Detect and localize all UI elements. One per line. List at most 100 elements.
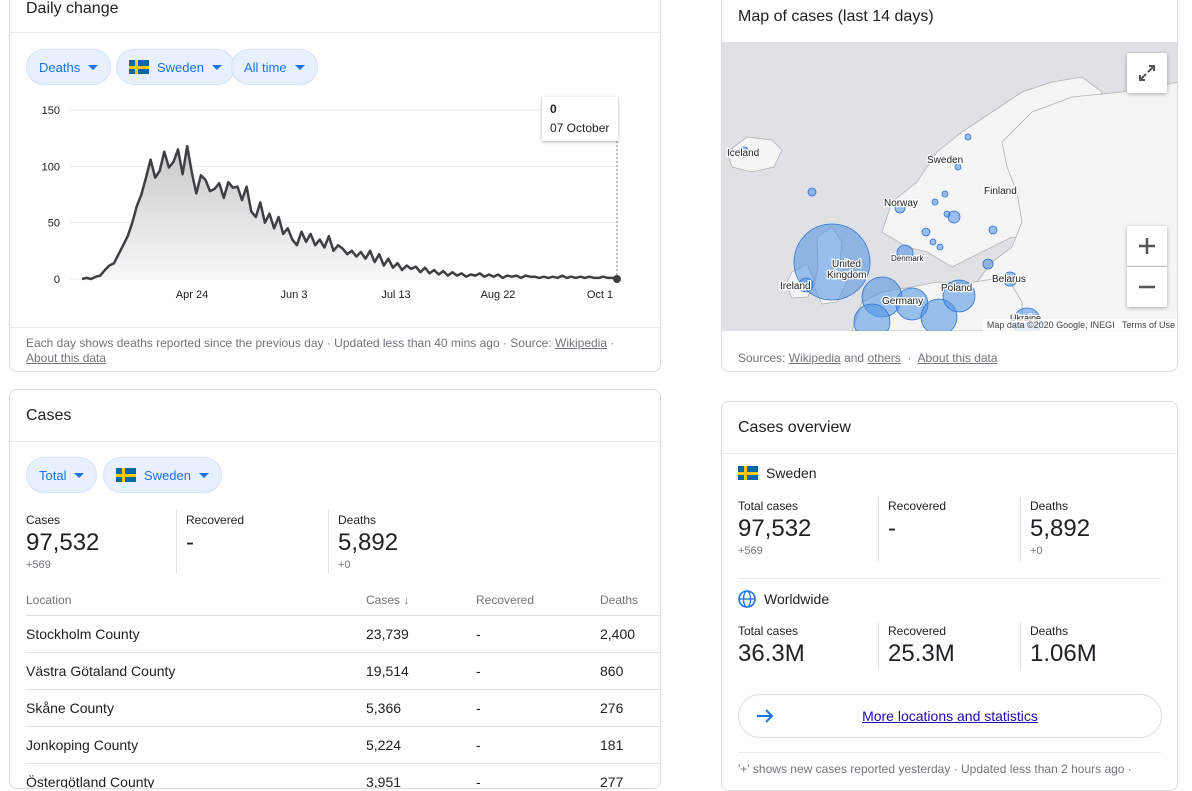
caret-down-icon	[74, 472, 85, 478]
recovered-label: Recovered	[888, 624, 947, 638]
overview-title: Cases overview	[738, 419, 851, 436]
map-label-finland: Finland	[984, 186, 1017, 197]
divider	[1020, 622, 1021, 670]
poland-case-bubble	[942, 279, 976, 313]
location-table: Location Cases ↓ Recovered Deaths Stockh…	[26, 585, 660, 788]
location-header[interactable]: Location	[26, 585, 366, 616]
map-attribution: Map data ©2020 Google, INEGI Terms of Us…	[982, 319, 1177, 331]
divider	[722, 453, 1177, 454]
cases-header[interactable]: Cases ↓	[366, 585, 476, 616]
about-data-link[interactable]: About this data	[26, 351, 107, 365]
country-chip[interactable]: Sweden	[116, 49, 235, 85]
about-data-link[interactable]: About this data	[917, 351, 998, 365]
sweden-case-bubble	[921, 227, 931, 237]
sweden-recovered-stat: Recovered -	[888, 499, 946, 543]
country-chip-label: Sweden	[157, 59, 204, 75]
uk-case-bubble	[793, 223, 871, 301]
cell-cases: 23,739	[366, 615, 476, 653]
attribution-text: Map data ©2020 Google, INEGI	[986, 320, 1115, 330]
france-case-bubble	[853, 303, 891, 331]
fullscreen-button[interactable]	[1127, 53, 1167, 93]
map-title: Map of cases (last 14 days)	[738, 8, 934, 25]
deaths-label: Deaths	[1030, 499, 1069, 513]
belarus-case-bubble	[1002, 271, 1018, 287]
footer-sep: ·	[907, 351, 912, 365]
cell-location: Östergötland County	[26, 763, 366, 788]
minus-icon	[1139, 285, 1155, 289]
more-locations-link[interactable]: More locations and statistics	[862, 708, 1038, 724]
recovered-label: Recovered	[186, 513, 245, 527]
cases-label: Cases	[26, 513, 61, 527]
table-header-row: Location Cases ↓ Recovered Deaths	[26, 585, 660, 616]
deaths-header[interactable]: Deaths	[600, 585, 660, 616]
range-chip-label: All time	[244, 59, 287, 75]
sweden-case-bubble	[931, 198, 939, 206]
footer-sep: ·	[610, 336, 615, 350]
wikipedia-link[interactable]: Wikipedia	[555, 336, 608, 350]
x-tick-label: Jul 13	[381, 289, 410, 301]
total-chip[interactable]: Total	[26, 457, 98, 493]
terms-link[interactable]: Terms of Use	[1121, 320, 1175, 330]
cell-location: Stockholm County	[26, 615, 366, 653]
iceland-land	[726, 136, 783, 173]
map-label-uk-2: Kingdom	[827, 270, 866, 281]
sweden-flag-icon	[129, 60, 149, 74]
cell-cases: 3,951	[366, 763, 476, 788]
recovered-label: Recovered	[888, 499, 947, 513]
x-tick-label: Oct 1	[587, 289, 613, 301]
others-link[interactable]: others	[867, 351, 901, 365]
wikipedia-link[interactable]: Wikipedia	[788, 351, 841, 365]
map-footer: Sources: Wikipedia and others · About th…	[738, 351, 998, 365]
table-row[interactable]: Östergötland County 3,951-277	[26, 763, 660, 788]
globe-icon	[738, 590, 756, 608]
deaths-delta: +0	[338, 559, 351, 571]
world-total-stat: Total cases 36.3M	[738, 624, 805, 668]
deaths-line	[81, 144, 618, 281]
source-label: Source:	[510, 336, 552, 350]
worldwide-name: Worldwide	[764, 591, 830, 607]
hover-point	[613, 275, 621, 283]
table-row[interactable]: Jonkoping County 5,224-181	[26, 726, 660, 764]
metric-chip[interactable]: Deaths	[26, 49, 112, 85]
cases-stat: Cases 97,532 +569	[26, 513, 99, 571]
plus-icon	[1139, 238, 1155, 254]
sweden-flag-icon	[738, 466, 758, 480]
zoom-in-button[interactable]	[1127, 226, 1167, 266]
daily-deaths-chart[interactable]: 150 100 50 0 Apr 24 Jun 3 Jul 13 Aug 22 Oct 1	[10, 89, 661, 319]
chart-tooltip: 0 07 October	[542, 97, 618, 141]
deaths-delta: +0	[1030, 545, 1043, 557]
zoom-out-button[interactable]	[1127, 267, 1167, 307]
deaths-stat: Deaths 5,892 +0	[338, 513, 398, 571]
map-label-iceland: Iceland	[727, 148, 759, 159]
map-label-denmark: Denmark	[891, 254, 924, 263]
sweden-flag-icon	[116, 468, 136, 482]
sweden-deaths-stat: Deaths 5,892 +0	[1030, 499, 1090, 557]
daily-footer: Each day shows deaths reported since the…	[26, 336, 646, 366]
range-chip[interactable]: All time	[231, 49, 318, 85]
country-chip[interactable]: Sweden	[103, 457, 222, 493]
cell-deaths: 277	[600, 763, 660, 788]
caret-down-icon	[294, 64, 305, 70]
more-locations-button[interactable]: More locations and statistics	[738, 694, 1162, 738]
ireland-case-bubble	[798, 277, 814, 293]
cell-recovered: -	[476, 726, 600, 764]
cases-delta: +569	[26, 559, 51, 571]
deaths-value: 5,892	[1030, 515, 1091, 542]
sweden-case-bubble	[936, 243, 944, 251]
recovered-header[interactable]: Recovered	[476, 585, 600, 616]
overview-footer: '+' shows new cases reported yesterday ·…	[738, 762, 1132, 776]
divider	[10, 327, 660, 328]
table-row[interactable]: Stockholm County 23,739-2,400	[26, 615, 660, 653]
cell-recovered: -	[476, 652, 600, 690]
table-row[interactable]: Skåne County 5,366-276	[26, 689, 660, 727]
caret-down-icon	[211, 64, 222, 70]
divider	[878, 622, 879, 670]
map-view[interactable]: Iceland Sweden Finland Norway Denmark Un…	[722, 42, 1177, 331]
latvia-case-bubble	[988, 225, 998, 235]
table-row[interactable]: Västra Götaland County 19,514-860	[26, 652, 660, 690]
sort-down-arrow-icon: ↓	[403, 592, 410, 607]
divider	[738, 752, 1161, 753]
divider	[1020, 497, 1021, 561]
cases-title: Cases	[26, 407, 72, 424]
and-text: and	[844, 351, 865, 365]
